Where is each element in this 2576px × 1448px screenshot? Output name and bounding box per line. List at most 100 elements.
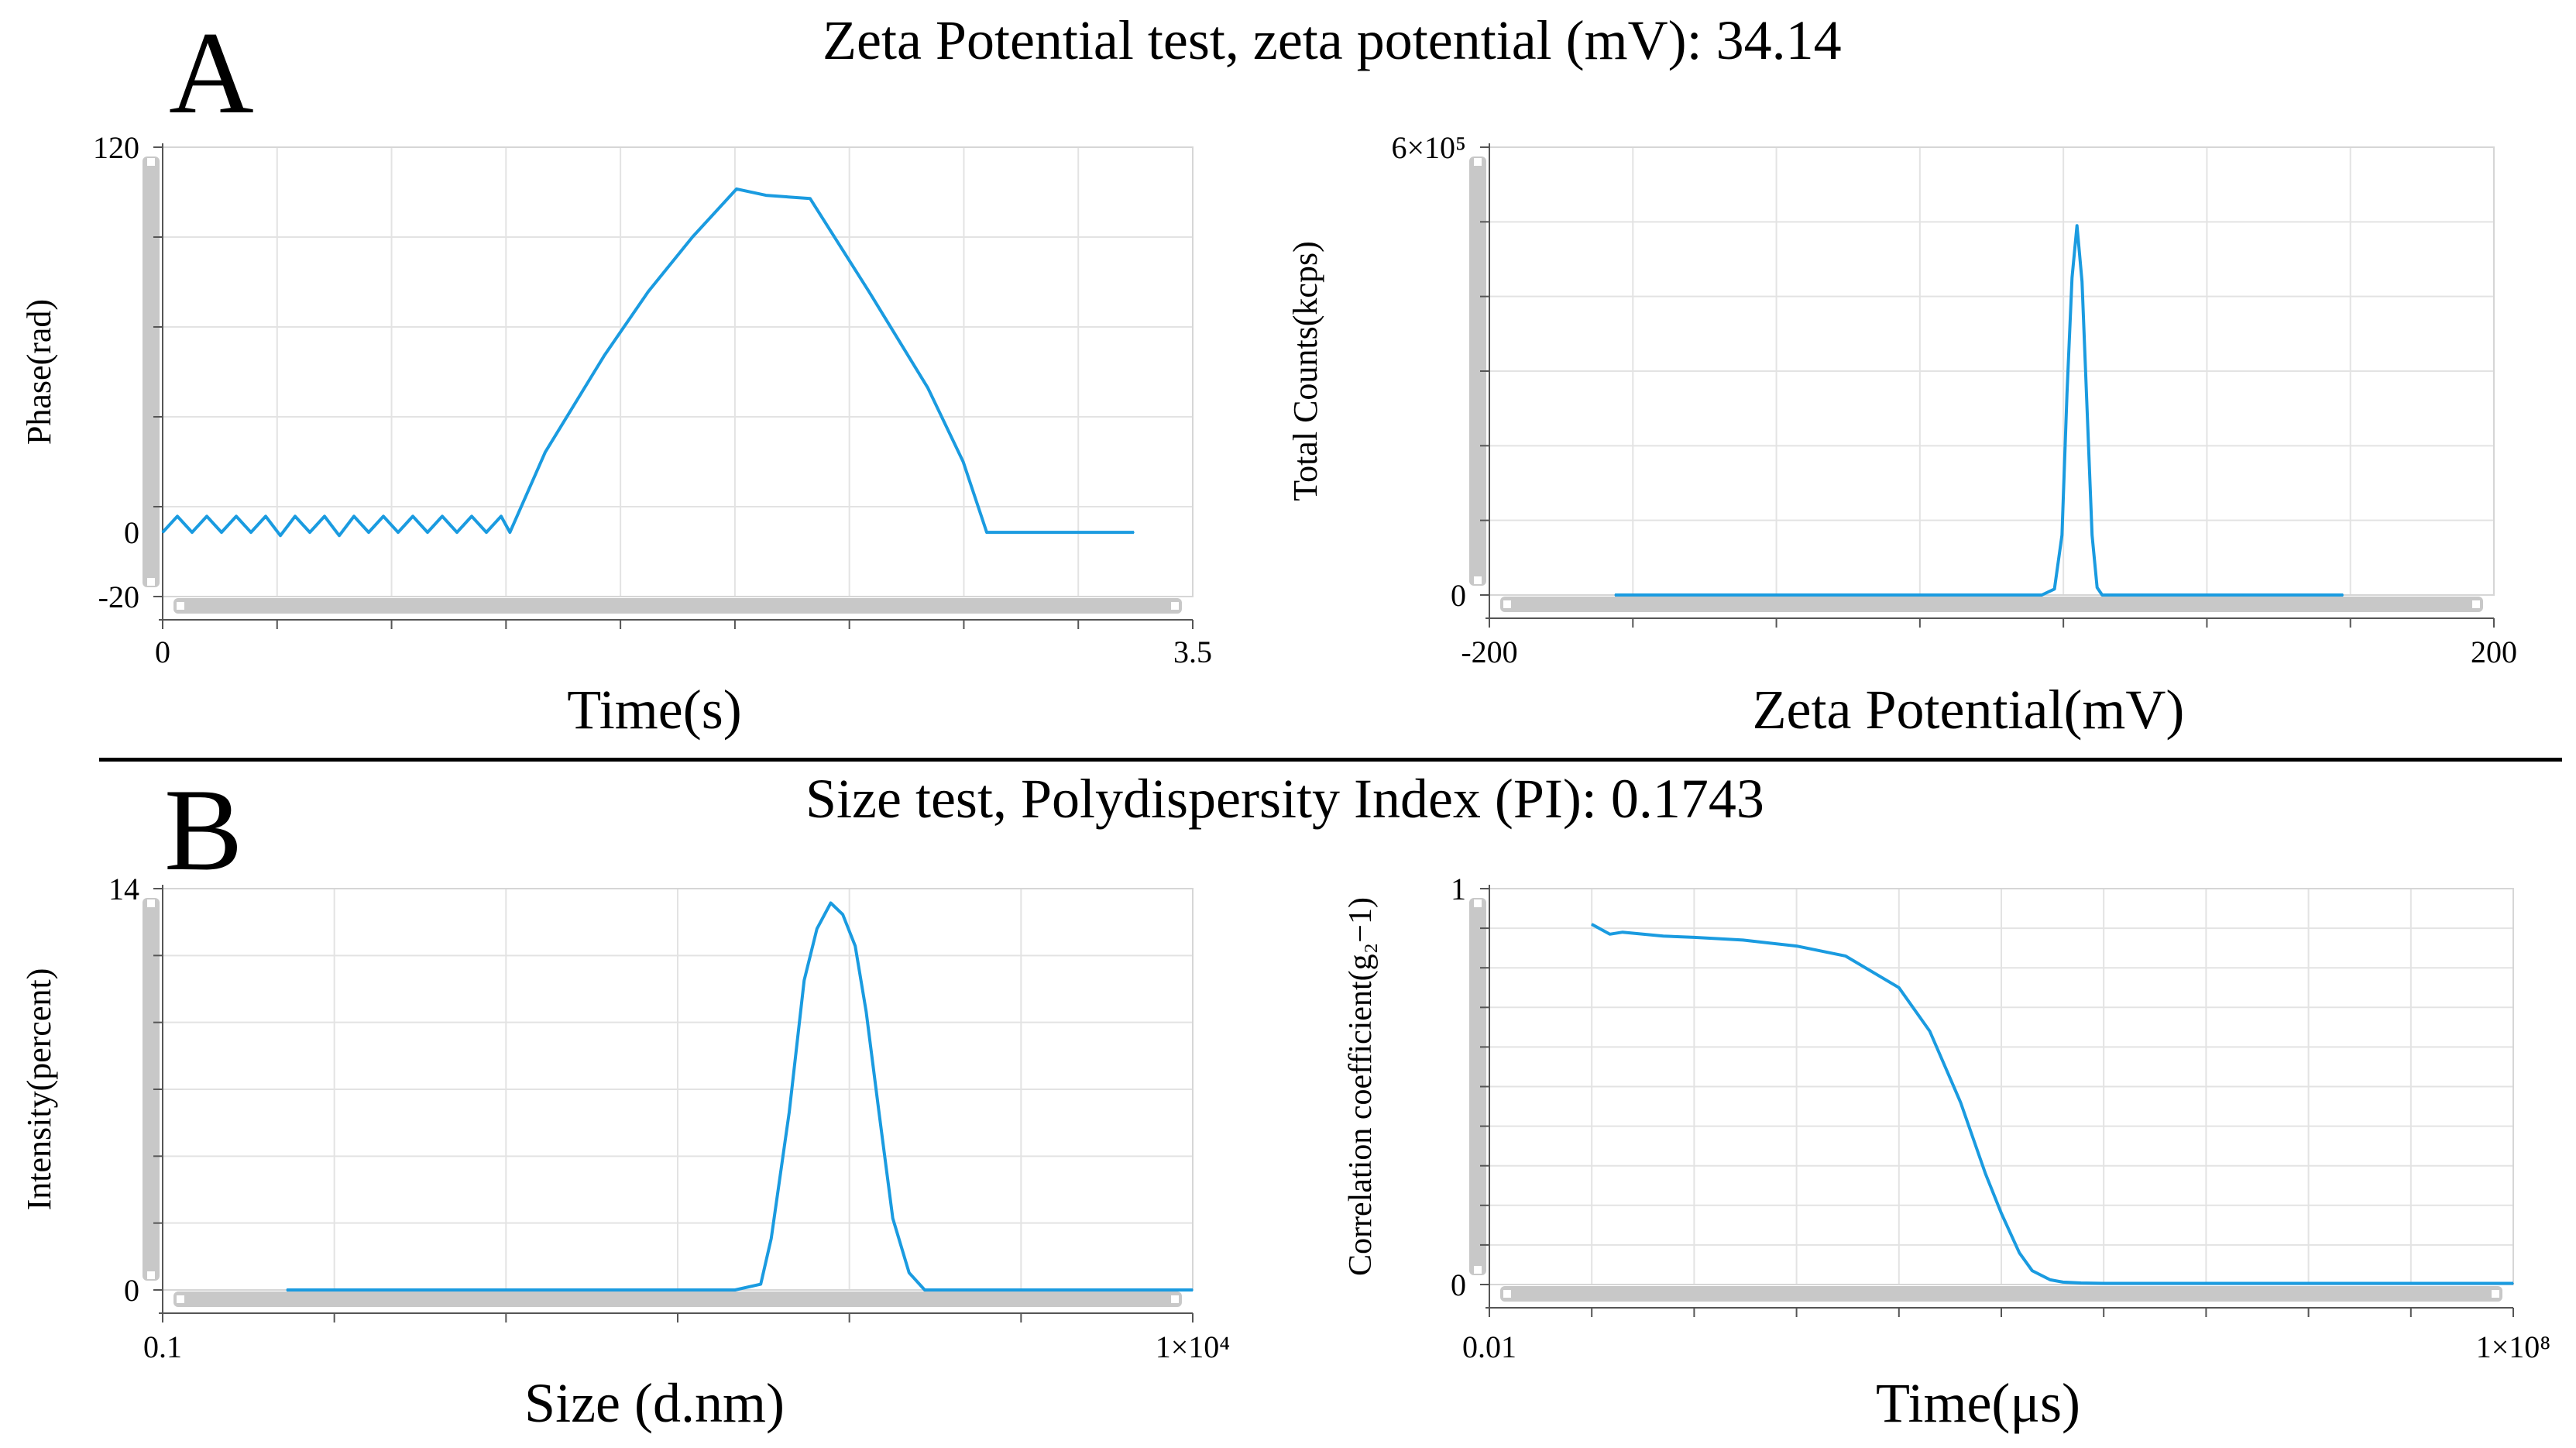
corr-y-tick-label: 1 (1451, 872, 1466, 906)
size-data-point (734, 1289, 736, 1291)
size-data-point (924, 1289, 926, 1291)
phase-data-point (309, 531, 311, 533)
corr-y-tick-label: 0 (1451, 1267, 1466, 1302)
size-y-axis-label: Intensity(percent) (20, 968, 58, 1211)
zeta-data-point (2071, 277, 2073, 279)
size-data-point (368, 1289, 369, 1291)
corr-data-point (1795, 945, 1798, 947)
phase-data-point (250, 531, 252, 533)
zeta-y-tick-label: 6×10⁵ (1391, 130, 1466, 165)
phase-data-point (368, 531, 369, 533)
panel-a-title: Zeta Potential test, zeta potential (mV)… (823, 9, 1842, 71)
phase-data-point (206, 515, 208, 518)
corr-series-line (1591, 923, 2513, 1285)
size-data-point (908, 1272, 910, 1274)
size-data-point (636, 1289, 637, 1291)
size-data-point (829, 902, 832, 904)
corr-data-point (2080, 1282, 2082, 1284)
corr-data-point (1959, 1102, 1962, 1103)
size-data-point (854, 945, 856, 947)
panel-a-letter: A (169, 8, 254, 138)
corr-data-point (1591, 923, 1592, 925)
corr-data-point (2018, 1252, 2021, 1254)
size-data-point (816, 928, 818, 930)
panel-divider (99, 758, 2562, 762)
corr-data-point (2049, 1279, 2051, 1281)
corr-horizontal-scrollbar (1500, 1286, 2502, 1302)
phase-data-point (1104, 531, 1105, 533)
phase-data-point (324, 515, 325, 518)
zeta-x-axis-label: Zeta Potential(mV) (1753, 679, 2185, 741)
phase-data-point (471, 515, 472, 518)
zeta-data-point (1790, 594, 1791, 596)
phase-data-point (221, 531, 222, 533)
zeta-x-tick-label: 200 (2471, 635, 2517, 669)
size-scrollbar-handle-top (147, 899, 155, 907)
phase-data-point (544, 451, 546, 453)
zeta-x-tick-label: -200 (1461, 635, 1517, 669)
zeta-data-point (2053, 588, 2056, 590)
size-data-point (286, 1289, 287, 1291)
zeta-data-point (2242, 594, 2244, 596)
corr-data-point (2205, 1282, 2207, 1285)
zeta-data-point (2096, 586, 2098, 589)
zeta-data-point (2061, 535, 2063, 536)
phase-vertical-scrollbar (143, 156, 160, 587)
phase-data-point (1015, 531, 1017, 533)
size-scrollbar-handle-bottom (147, 1271, 155, 1279)
corr-data-point (2001, 1212, 2002, 1214)
size-data-point (1048, 1289, 1049, 1291)
phase-data-point (412, 515, 414, 518)
phase-data-point (280, 535, 281, 537)
zeta-data-point (2342, 594, 2344, 596)
phase-data-point (191, 531, 193, 533)
size-scrollbar-handle-right (1171, 1295, 1179, 1303)
zeta-vertical-scrollbar (1469, 156, 1486, 586)
size-y-tick-label: 14 (108, 872, 139, 906)
size-y-tick-label: 0 (124, 1273, 139, 1308)
size-scrollbar-handle-left (177, 1295, 184, 1303)
corr-x-tick-label: 1×10⁸ (2476, 1329, 2551, 1364)
phase-data-point (1133, 531, 1135, 533)
corr-scrollbar-handle-bottom (1474, 1266, 1482, 1274)
phase-data-point (692, 236, 693, 238)
phase-data-point (603, 355, 605, 357)
zeta-data-point (2076, 225, 2078, 227)
size-data-point (760, 1283, 761, 1285)
zeta-horizontal-scrollbar (1500, 597, 2483, 612)
phase-scrollbar-handle-top (147, 158, 155, 166)
zeta-data-point (2081, 280, 2083, 283)
zeta-scrollbar-handle-top (1474, 158, 1482, 166)
corr-scrollbar-handle-top (1474, 899, 1482, 907)
phase-data-point (736, 188, 737, 190)
zeta-data-point (2101, 594, 2103, 596)
corr-data-point (1929, 1030, 1931, 1032)
phase-data-point (397, 531, 399, 533)
size-data-point (803, 979, 805, 982)
phase-x-tick-label: 3.5 (1173, 635, 1212, 669)
corr-data-point (2307, 1282, 2310, 1285)
phase-data-point (427, 531, 428, 533)
corr-data-point (1622, 931, 1623, 933)
phase-data-point (456, 531, 458, 533)
zeta-data-point (2086, 408, 2088, 409)
corr-data-point (2512, 1282, 2514, 1285)
size-data-point (865, 1011, 867, 1013)
zeta-data-point (1689, 594, 1692, 596)
panel-b-letter: B (164, 765, 243, 895)
size-data-point (940, 1289, 942, 1291)
phase-x-tick-label: 0 (155, 635, 170, 669)
phase-data-point (574, 403, 575, 405)
size-data-point (1192, 1289, 1194, 1291)
phase-data-point (235, 515, 237, 518)
phase-plot-frame (162, 146, 1194, 597)
size-data-point (891, 1217, 894, 1219)
size-horizontal-scrollbar (173, 1292, 1182, 1307)
zeta-data-point (2066, 393, 2068, 394)
zeta-y-tick-label: 0 (1451, 578, 1466, 613)
size-x-tick-label: 0.1 (143, 1329, 182, 1364)
zeta-data-point (2111, 594, 2113, 596)
size-data-point (512, 1289, 513, 1291)
phase-data-point (1045, 531, 1046, 533)
phase-data-point (383, 515, 384, 518)
